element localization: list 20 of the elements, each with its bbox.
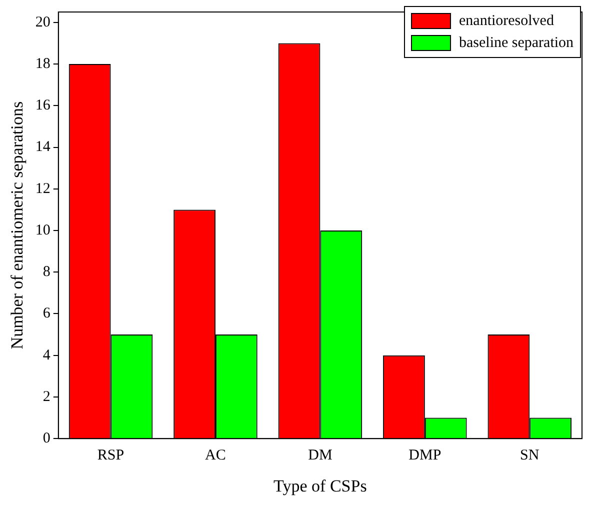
x-tick-label: RSP (97, 448, 124, 464)
x-tick-label: DM (308, 448, 332, 464)
y-axis-title: Number of enantiomeric separations (8, 101, 27, 350)
x-axis-title: Type of CSPs (274, 476, 367, 496)
y-tick-label: 6 (42, 306, 51, 322)
y-tick-label: 0 (42, 430, 50, 447)
x-tick-label: SN (520, 448, 540, 464)
legend-label: baseline separation (459, 34, 574, 52)
x-tick-label: DMP (408, 448, 442, 464)
y-tick-label: 8 (42, 264, 50, 280)
y-tick-label: 10 (35, 222, 50, 238)
y-tick-label: 16 (35, 98, 51, 114)
y-tick-label: 2 (42, 388, 50, 405)
legend-label: enantioresolved (459, 12, 554, 30)
x-tick-label: AC (205, 448, 226, 464)
y-tick-label: 12 (35, 180, 50, 197)
y-tick-label: 14 (35, 139, 51, 156)
y-tick-label: 18 (35, 56, 50, 72)
y-tick-label: 4 (42, 347, 51, 364)
y-tick-label: 20 (35, 14, 50, 30)
